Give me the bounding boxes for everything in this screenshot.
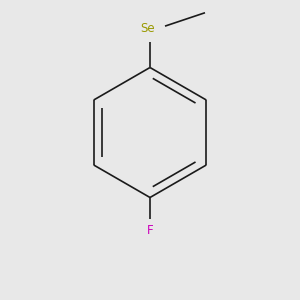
Text: F: F: [147, 224, 153, 237]
Text: Se: Se: [140, 22, 155, 34]
